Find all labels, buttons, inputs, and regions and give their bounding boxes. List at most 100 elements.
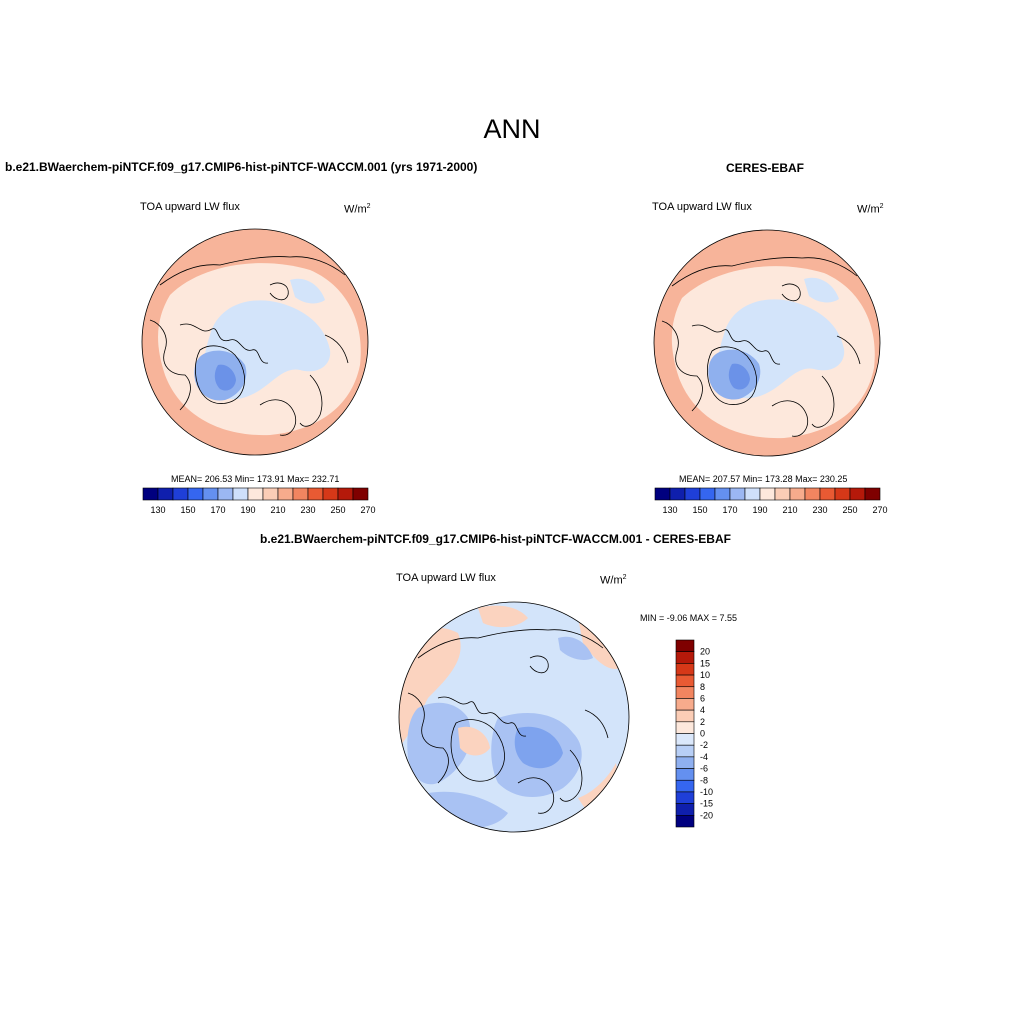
bottom-minmax-stats: MIN = -9.06 MAX = 7.55 xyxy=(640,613,738,623)
colorbar-tick-label: 150 xyxy=(692,505,707,515)
colorbar-swatch xyxy=(789,487,806,501)
top-left-polar-map xyxy=(141,228,369,456)
colorbar-swatch xyxy=(217,487,234,501)
bottom-difference-polar-map xyxy=(398,601,630,833)
colorbar-tick-label: 190 xyxy=(752,505,767,515)
diff-colorbar-tick-label: 4 xyxy=(700,705,705,715)
colorbar-swatch xyxy=(744,487,761,501)
diff-colorbar-tick-label: -20 xyxy=(700,810,713,820)
colorbar-tick-label: 210 xyxy=(270,505,285,515)
diff-colorbar-tick-label: 6 xyxy=(700,693,705,703)
colorbar-swatch xyxy=(654,487,671,501)
diff-colorbar-tick-label: 20 xyxy=(700,647,710,657)
colorbar-swatch xyxy=(157,487,174,501)
top-right-map-fill xyxy=(654,230,880,456)
colorbar-swatch xyxy=(729,487,746,501)
colorbar-swatch xyxy=(322,487,339,501)
top-left-map-fill xyxy=(142,229,368,455)
top-right-case-title: CERES-EBAF xyxy=(726,161,805,175)
colorbar-tick-label: 190 xyxy=(240,505,255,515)
colorbar-tick-label: 230 xyxy=(300,505,315,515)
diff-colorbar-swatch xyxy=(675,698,695,711)
colorbar-swatch xyxy=(232,487,249,501)
colorbar-swatch xyxy=(142,487,159,501)
colorbar-swatch xyxy=(849,487,866,501)
diff-colorbar-swatch xyxy=(675,674,695,688)
diff-colorbar-tick-label: 2 xyxy=(700,717,705,727)
bottom-units-label: W/m2 xyxy=(600,574,627,587)
colorbar-tick-label: 250 xyxy=(330,505,345,515)
diff-colorbar-swatch xyxy=(675,768,695,781)
top-right-colorbar: 130 150 170 190 210 230 250 270 xyxy=(654,487,888,515)
diff-colorbar-tick-label: -6 xyxy=(700,764,708,774)
colorbar-swatch xyxy=(804,487,821,501)
diff-colorbar-swatch xyxy=(675,686,695,699)
diff-colorbar-tick-label: -2 xyxy=(700,740,708,750)
bottom-variable-label: TOA upward LW flux xyxy=(396,572,496,584)
top-left-coastlines xyxy=(149,256,349,436)
diff-colorbar-swatch xyxy=(675,779,695,793)
colorbar-swatch xyxy=(262,487,279,501)
diff-colorbar-tick-label: -4 xyxy=(700,752,708,762)
colorbar-swatch xyxy=(684,487,701,501)
colorbar-tick-label: 150 xyxy=(180,505,195,515)
colorbar-swatch xyxy=(699,487,716,501)
diff-colorbar-swatch xyxy=(675,756,695,769)
colorbar-tick-label: 230 xyxy=(812,505,827,515)
top-right-stats: MEAN= 207.57 Min= 173.28 Max= 230.25 xyxy=(679,474,848,484)
diff-colorbar-tick-label: 15 xyxy=(700,658,710,668)
colorbar-swatch xyxy=(352,487,369,501)
bottom-coastlines xyxy=(407,629,609,814)
colorbar-swatch xyxy=(864,487,881,501)
top-left-stats: MEAN= 206.53 Min= 173.91 Max= 232.71 xyxy=(171,474,340,484)
diff-colorbar-tick-label: 8 xyxy=(700,682,705,692)
diff-colorbar-swatch xyxy=(675,815,695,828)
colorbar-swatch xyxy=(307,487,324,501)
colorbar-swatch xyxy=(834,487,851,501)
colorbar-swatch xyxy=(292,487,309,501)
colorbar-swatch xyxy=(819,487,836,501)
diff-colorbar-tick-label: 10 xyxy=(700,670,710,680)
colorbar-swatch xyxy=(759,487,776,501)
top-left-colorbar: 130 150 170 190 210 230 250 270 xyxy=(142,487,376,515)
bottom-case-title: b.e21.BWaerchem-piNTCF.f09_g17.CMIP6-his… xyxy=(260,532,731,546)
colorbar-swatch xyxy=(172,487,189,501)
colorbar-swatch xyxy=(187,487,204,501)
top-right-polar-map xyxy=(653,229,881,457)
colorbar-tick-label: 270 xyxy=(360,505,375,515)
top-left-case-title: b.e21.BWaerchem-piNTCF.f09_g17.CMIP6-his… xyxy=(5,160,478,174)
diff-colorbar-swatch xyxy=(675,651,695,664)
top-right-coastlines xyxy=(661,257,861,437)
bottom-map-fill xyxy=(399,602,629,832)
diff-colorbar-swatch xyxy=(675,803,695,816)
diff-colorbar-swatch xyxy=(675,791,695,804)
colorbar-tick-label: 130 xyxy=(150,505,165,515)
diff-colorbar-tick-label: -8 xyxy=(700,775,708,785)
colorbar-swatch xyxy=(669,487,686,501)
diff-colorbar-tick-label: -10 xyxy=(700,787,713,797)
diff-colorbar-swatch xyxy=(675,733,695,746)
diff-colorbar-swatch xyxy=(675,709,695,723)
diff-colorbar-swatch xyxy=(675,639,695,652)
colorbar-swatch xyxy=(774,487,791,501)
colorbar-tick-label: 170 xyxy=(722,505,737,515)
diff-colorbar-tick-label: 0 xyxy=(700,729,705,739)
colorbar-swatch xyxy=(714,487,731,501)
colorbar-swatch xyxy=(277,487,294,501)
colorbar-tick-label: 170 xyxy=(210,505,225,515)
colorbar-tick-label: 210 xyxy=(782,505,797,515)
top-left-variable-label: TOA upward LW flux xyxy=(140,201,240,213)
diff-colorbar-swatch xyxy=(675,744,695,758)
diff-colorbar-tick-label: -15 xyxy=(700,799,713,809)
colorbar-tick-label: 270 xyxy=(872,505,887,515)
colorbar-tick-label: 250 xyxy=(842,505,857,515)
top-left-units-label: W/m2 xyxy=(344,203,371,216)
top-right-variable-label: TOA upward LW flux xyxy=(652,201,752,213)
colorbar-swatch xyxy=(202,487,219,501)
colorbar-swatch xyxy=(337,487,354,501)
diff-colorbar-swatch xyxy=(675,721,695,734)
colorbar-swatch xyxy=(247,487,264,501)
figure-title: ANN xyxy=(483,114,541,144)
top-right-units-label: W/m2 xyxy=(857,203,884,216)
